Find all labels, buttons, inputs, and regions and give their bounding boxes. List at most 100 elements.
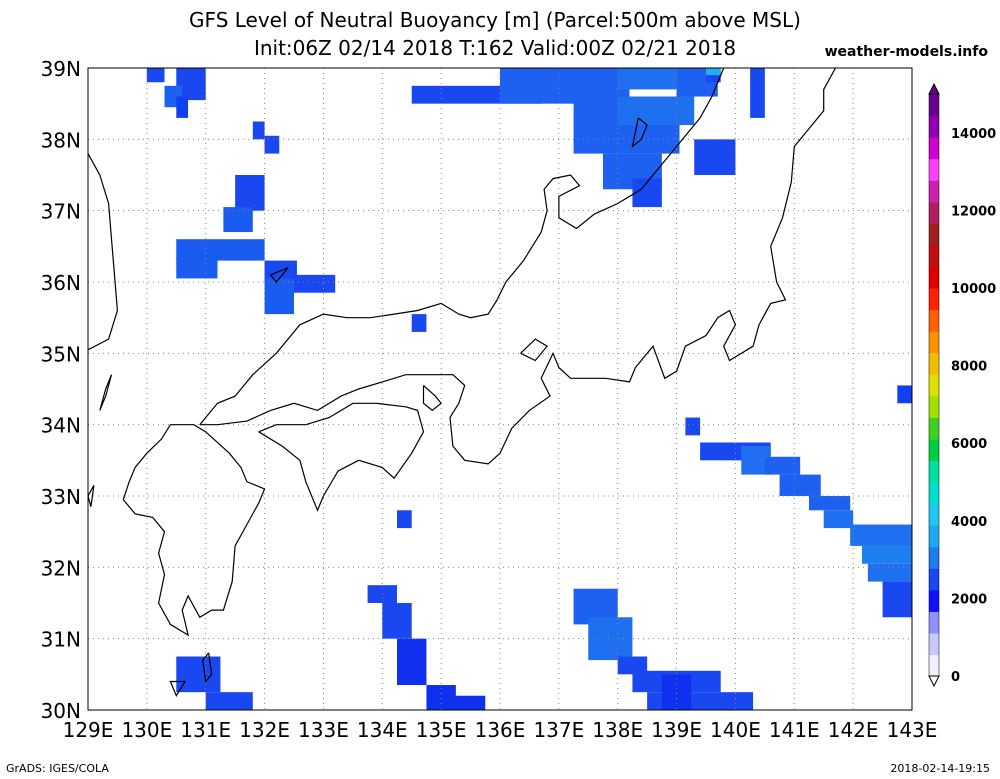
plot-frame	[87, 67, 913, 711]
lat-label-36N: 36N	[41, 271, 81, 295]
colorbar-top-arrow	[928, 82, 940, 95]
colorbar-swatch	[929, 115, 939, 138]
colorbar-swatch	[929, 288, 939, 311]
lon-label-134E: 134E	[357, 718, 408, 742]
coastline-1	[122, 424, 266, 637]
lon-label-137E: 137E	[533, 718, 584, 742]
colorbar-swatch	[929, 525, 939, 548]
coastline-2	[199, 68, 725, 426]
colorbar-bottom-arrow	[928, 675, 940, 688]
map-subtitle: Init:06Z 02/14 2018 T:162 Valid:00Z 02/2…	[253, 36, 737, 60]
colorbar-swatch	[929, 632, 939, 656]
colorbar-label-6000: 6000	[951, 437, 987, 452]
buoyancy-cell-23	[632, 178, 662, 208]
buoyancy-cell-12	[294, 274, 336, 293]
colorbar-swatch	[929, 611, 939, 634]
buoyancy-cell-24	[694, 139, 736, 175]
buoyancy-cell-9	[176, 257, 218, 279]
colorbar: 0 2000 4000 6000 8000 10000 12000 14000	[928, 82, 996, 688]
buoyancy-cell-41	[397, 638, 427, 686]
coastline-3	[199, 68, 837, 465]
lat-label-39N: 39N	[41, 57, 81, 81]
buoyancy-cell-5	[264, 135, 280, 154]
colorbar-swatch	[929, 395, 939, 418]
coastline-12	[88, 485, 95, 507]
colorbar-label-12000: 12000	[951, 204, 996, 219]
colorbar-swatch	[929, 94, 939, 117]
buoyancy-cell-32	[823, 510, 854, 529]
colorbar-swatch	[929, 158, 939, 181]
buoyancy-cell-49	[661, 674, 692, 710]
buoyancy-field-layer	[146, 68, 912, 710]
colorbar-swatch	[929, 374, 939, 397]
buoyancy-cell-29	[764, 456, 801, 475]
coastline-11	[99, 374, 113, 411]
colorbar-label-2000: 2000	[951, 592, 987, 607]
footer-credit: GrADS: IGES/COLA	[6, 762, 109, 775]
lon-label-130E: 130E	[121, 718, 172, 742]
gridlines	[88, 68, 912, 710]
lat-label-32N: 32N	[41, 556, 81, 580]
buoyancy-cell-46	[617, 656, 648, 675]
buoyancy-cell-45	[588, 617, 633, 661]
colorbar-swatch	[929, 223, 939, 246]
colorbar-swatch	[929, 309, 939, 332]
colorbar-swatch	[929, 589, 939, 612]
lon-label-133E: 133E	[298, 718, 349, 742]
lon-label-131E: 131E	[180, 718, 231, 742]
lon-label-132E: 132E	[239, 718, 290, 742]
buoyancy-cell-50	[176, 656, 221, 693]
lat-label-38N: 38N	[41, 128, 81, 152]
buoyancy-cell-33	[850, 524, 912, 546]
buoyancy-cell-38	[397, 510, 412, 529]
buoyancy-cell-43	[441, 695, 486, 710]
site-label: weather-models.info	[824, 44, 988, 60]
colorbar-swatch	[929, 417, 939, 440]
coastline-5	[422, 384, 442, 412]
buoyancy-cell-21	[617, 96, 695, 126]
buoyancy-cell-8	[176, 239, 265, 261]
lat-label-30N: 30N	[41, 699, 81, 723]
longitude-labels: 129E 130E 131E 132E 133E 134E 135E 136E 137E 138E…	[63, 718, 938, 742]
buoyancy-cell-30	[779, 474, 821, 496]
buoyancy-cell-25	[750, 68, 765, 118]
coastline-9	[202, 652, 213, 683]
lon-label-141E: 141E	[769, 718, 820, 742]
colorbar-swatch	[929, 201, 939, 224]
colorbar-swatch	[929, 654, 939, 677]
footer-timestamp: 2018-02-14-19:15	[890, 762, 990, 775]
map-title: GFS Level of Neutral Buoyancy [m] (Parce…	[189, 8, 801, 32]
lon-label-138E: 138E	[592, 718, 643, 742]
buoyancy-cell-7	[223, 207, 253, 233]
colorbar-label-8000: 8000	[951, 360, 987, 375]
buoyancy-cell-31	[809, 496, 851, 511]
coastline-8	[169, 680, 186, 698]
colorbar-swatch	[929, 137, 939, 160]
lon-label-135E: 135E	[416, 718, 467, 742]
coastline-4	[258, 402, 425, 512]
colorbar-label-10000: 10000	[951, 282, 996, 297]
lat-label-31N: 31N	[41, 628, 81, 652]
colorbar-swatch	[929, 460, 939, 483]
buoyancy-cell-39	[367, 585, 397, 603]
buoyancy-cell-37	[897, 385, 912, 404]
coastlines	[88, 68, 837, 698]
lon-label-140E: 140E	[710, 718, 761, 742]
lon-label-129E: 129E	[63, 718, 114, 742]
colorbar-swatch	[929, 331, 939, 354]
coastline-0	[88, 153, 119, 351]
colorbar-swatch	[929, 546, 939, 569]
buoyancy-cell-11	[264, 278, 294, 315]
lon-label-136E: 136E	[475, 718, 526, 742]
lat-label-34N: 34N	[41, 414, 81, 438]
colorbar-swatch	[929, 244, 939, 268]
latitude-labels: 30N 31N 32N 33N 34N 35N 36N 37N 38N 39N	[41, 57, 81, 723]
lat-label-35N: 35N	[41, 342, 81, 366]
buoyancy-cell-26	[685, 417, 701, 436]
lat-label-37N: 37N	[41, 200, 81, 224]
coastline-6	[631, 117, 648, 149]
coastline-10	[270, 267, 289, 283]
lon-label-142E: 142E	[828, 718, 879, 742]
buoyancy-cell-35	[867, 563, 912, 582]
buoyancy-cell-36	[882, 581, 912, 618]
